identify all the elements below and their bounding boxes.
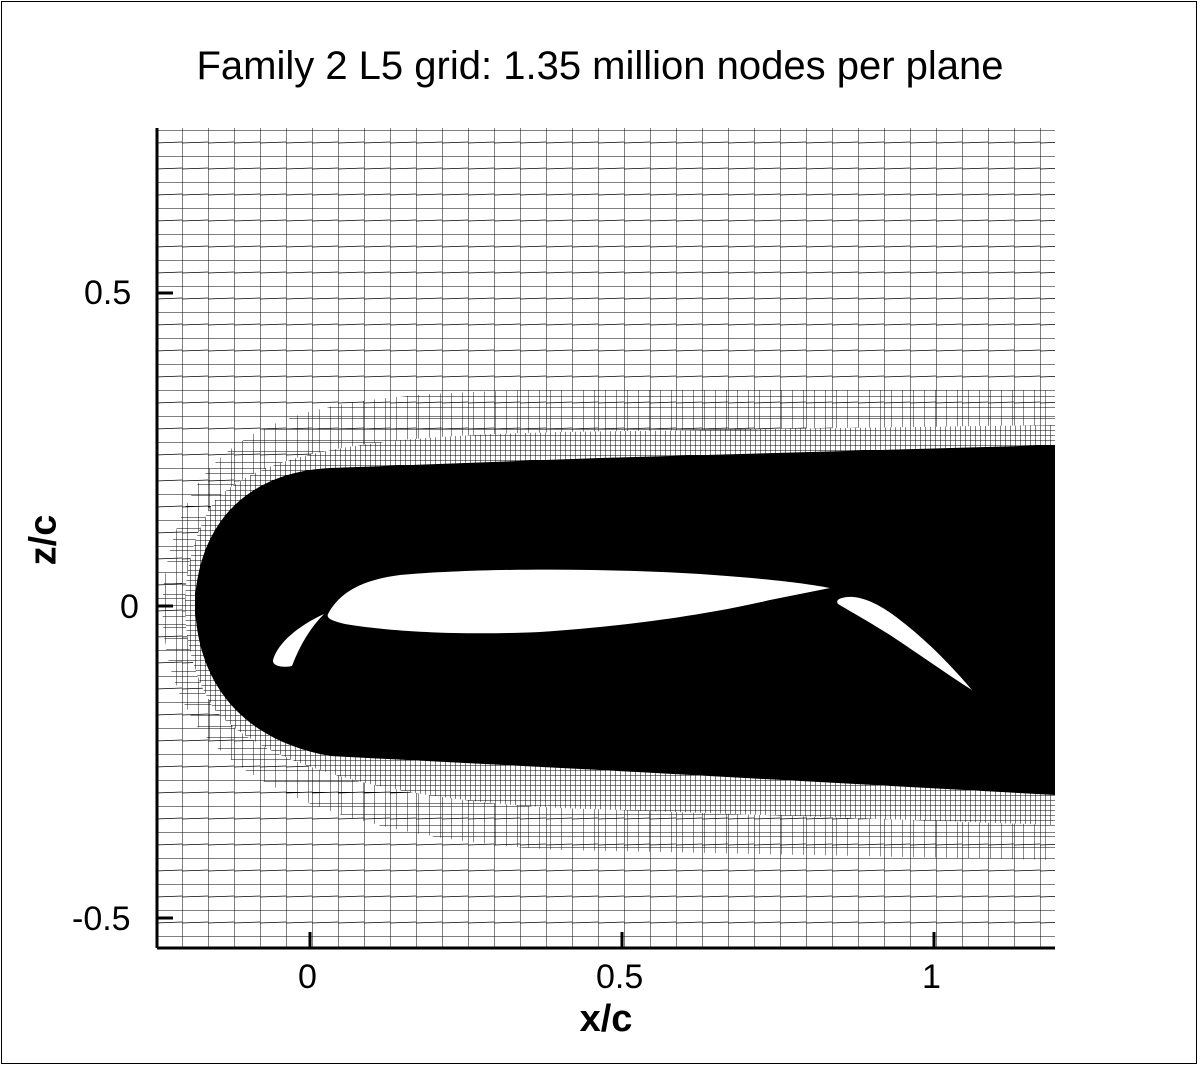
x-tick-label-0: 0 [298, 958, 317, 996]
figure-title: Family 2 L5 grid: 1.35 million nodes per… [196, 44, 1004, 88]
x-axis-label: x/c [579, 998, 633, 1040]
main-element [327, 569, 830, 634]
slat-element [272, 614, 324, 667]
y-tick-label--0.5: -0.5 [72, 900, 131, 938]
x-tick-label-0.5: 0.5 [596, 958, 644, 996]
flap-element [837, 596, 972, 690]
y-tick-label-0.5: 0.5 [84, 274, 132, 312]
y-axis-label: z/c [22, 514, 65, 566]
x-tick-label-1: 1 [922, 958, 941, 996]
y-tick-label-0: 0 [120, 588, 139, 626]
